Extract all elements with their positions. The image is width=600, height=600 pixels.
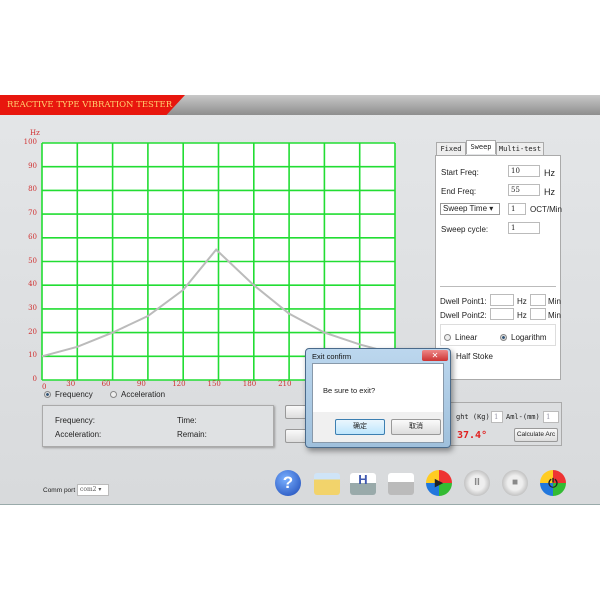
print-icon[interactable] (388, 473, 414, 495)
y-tick-label: 80 (28, 185, 37, 194)
y-tick-label: 10 (28, 351, 37, 360)
tab-sweep[interactable]: Sweep (466, 140, 496, 154)
y-tick-label: 100 (23, 138, 37, 146)
y-tick-label: 40 (28, 280, 37, 289)
down-button[interactable] (285, 429, 307, 443)
half-stoke-checkbox[interactable]: Half Stoke (456, 352, 493, 361)
radio-label: Frequency (55, 390, 93, 399)
radio-linear[interactable]: Linear (444, 333, 477, 342)
main-window: REACTIVE TYPE VIBRATION TESTER Hz 0 10 20 3… (0, 95, 600, 505)
y-tick-label: 20 (28, 327, 37, 336)
dwell2-label: Dwell Point2: (440, 311, 487, 320)
radio-dot (444, 334, 451, 342)
radio-label: Acceleration (121, 390, 166, 399)
select-value: com2 (80, 486, 97, 493)
power-icon[interactable]: ⏻ (540, 470, 566, 496)
dwell1-label: Dwell Point1: (440, 297, 487, 306)
rate-unit: OCT/Min (530, 205, 562, 214)
dialog-title: Exit confirm (312, 352, 352, 361)
save-disk-icon[interactable]: H (350, 473, 376, 495)
radio-label: Logarithm (511, 333, 547, 342)
ok-button[interactable]: 确定 (335, 419, 385, 435)
checkbox-label: Half Stoke (456, 352, 493, 361)
y-tick-label: 60 (28, 232, 37, 241)
radio-label: Linear (455, 333, 478, 342)
radio-acceleration[interactable]: Acceleration (110, 390, 165, 399)
weight-label: ght (Kg) (456, 413, 490, 421)
open-folder-icon[interactable] (314, 473, 340, 495)
divider (440, 286, 556, 287)
dialog-message: Be sure to exit? (323, 386, 376, 395)
select-value: Sweep Time (443, 204, 488, 213)
arc-angle: 37.4° (457, 430, 488, 441)
y-tick-label: 90 (28, 161, 37, 170)
y-tick-label: 50 (28, 256, 37, 265)
x-tick-label: 150 (207, 380, 221, 388)
y-tick-label: 30 (28, 303, 37, 312)
status-frequency: Frequency: (55, 416, 96, 425)
x-tick-label: 0 (42, 383, 47, 391)
cancel-button[interactable]: 取消 (391, 419, 441, 435)
end-freq-label: End Freq: (441, 187, 477, 196)
tab-multi-test[interactable]: Multi-test (496, 142, 544, 156)
radio-frequency[interactable]: Frequency (44, 390, 93, 399)
sweep-mode-select[interactable]: Sweep Time ▾ (440, 203, 500, 215)
x-tick-label: 120 (172, 380, 186, 388)
dialog-body: Be sure to exit? 确定 取消 (312, 363, 444, 443)
dialog-message-area: Be sure to exit? (313, 364, 443, 412)
end-unit: Hz (544, 187, 555, 197)
status-remain: Remain: (177, 430, 207, 439)
tab-fixed[interactable]: Fixed (436, 142, 466, 156)
radio-dot (44, 391, 51, 399)
y-tick-label: 0 (32, 375, 37, 383)
rate-input[interactable]: 1 (508, 203, 526, 215)
calculate-arc-button[interactable]: Calculate Arc (514, 428, 558, 442)
comm-port-select[interactable]: com2 ▾ (77, 484, 109, 496)
dwell2-hz-unit: Hz (517, 311, 527, 320)
dwell1-min-unit: Min (548, 297, 561, 306)
exit-confirm-dialog: Exit confirm ✕ Be sure to exit? 确定 取消 (305, 348, 451, 448)
dwell1-hz-unit: Hz (517, 297, 527, 306)
series-line (41, 248, 396, 358)
start-unit: Hz (544, 168, 555, 178)
start-freq-input[interactable]: 10 (508, 165, 540, 177)
end-freq-input[interactable]: 55 (508, 184, 540, 196)
start-freq-label: Start Freq: (441, 168, 479, 177)
sweep-cycle-input[interactable]: 1 (508, 222, 540, 234)
y-tick-label: 70 (28, 209, 37, 218)
dwell1-hz-input[interactable] (490, 294, 514, 306)
dwell1-min-input[interactable] (530, 294, 546, 306)
help-icon[interactable]: ? (275, 470, 301, 496)
scale-group (440, 324, 556, 346)
status-time: Time: (177, 416, 197, 425)
x-tick-label: 60 (101, 380, 111, 388)
dwell2-min-input[interactable] (530, 308, 546, 320)
x-tick-label: 180 (242, 380, 257, 388)
radio-dot (500, 334, 507, 342)
pause-icon[interactable]: II (464, 470, 490, 496)
stop-icon[interactable]: ■ (502, 470, 528, 496)
radio-logarithm[interactable]: Logarithm (500, 333, 547, 342)
dialog-close-icon[interactable]: ✕ (422, 350, 448, 361)
radio-dot (110, 391, 117, 399)
sweep-cycle-label: Sweep cycle: (441, 225, 489, 234)
x-tick-label: 90 (136, 380, 146, 388)
aml-input[interactable]: 1 (543, 411, 559, 423)
dwell2-min-unit: Min (548, 311, 561, 320)
aml-label: Aml-(mm) (506, 413, 540, 421)
dwell2-hz-input[interactable] (490, 308, 514, 320)
title-bar: REACTIVE TYPE VIBRATION TESTER (0, 95, 600, 115)
x-tick-label: 210 (278, 380, 292, 388)
sweep-panel: Start Freq: 10 Hz End Freq: 55 Hz Sweep … (435, 155, 562, 380)
weight-input[interactable]: 1 (491, 411, 503, 423)
comm-port-label: Comm port (43, 487, 76, 494)
x-tick-label: 30 (66, 380, 76, 388)
status-acceleration: Acceleration: (55, 430, 102, 439)
up-button[interactable] (285, 405, 307, 419)
y-axis-label: Hz (30, 129, 40, 137)
play-icon[interactable]: ▶ (426, 470, 452, 496)
status-panel: Frequency: Time: Acceleration: Remain: (42, 405, 274, 447)
app-title: REACTIVE TYPE VIBRATION TESTER (0, 95, 185, 115)
